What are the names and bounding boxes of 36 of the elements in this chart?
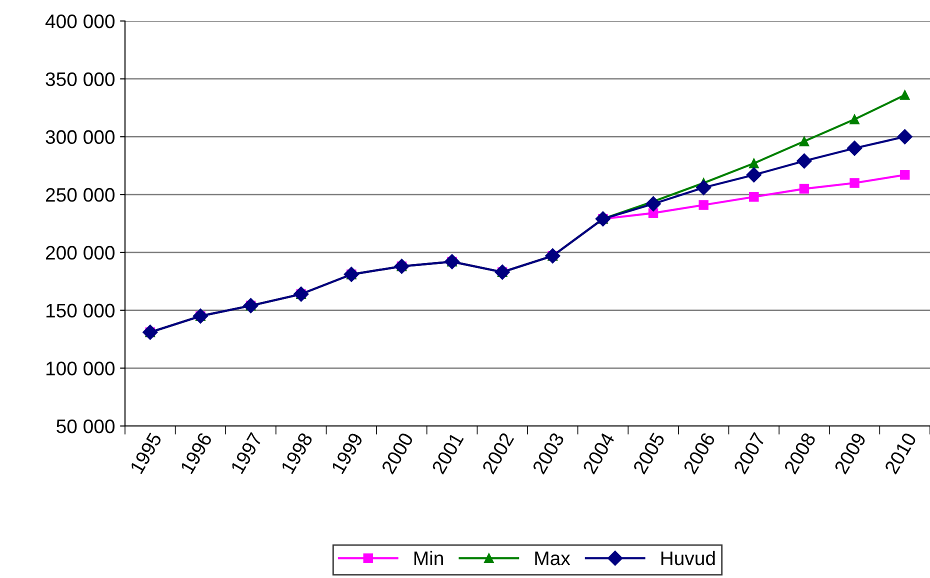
y-tick-label: 200 000 xyxy=(46,246,115,260)
point xyxy=(595,211,611,226)
legend-label: Huvud xyxy=(661,550,715,566)
point xyxy=(192,308,208,324)
y-tick-label: 100 000 xyxy=(46,362,115,376)
point xyxy=(294,286,309,302)
point xyxy=(646,196,661,212)
y-tick-label: 50 000 xyxy=(56,419,115,434)
point xyxy=(749,158,759,168)
y-tick-label: 400 000 xyxy=(45,14,115,28)
y-tick-label: 350 000 xyxy=(46,72,115,86)
legend-label: Min xyxy=(414,550,443,565)
point xyxy=(846,140,862,156)
point xyxy=(394,258,410,274)
point xyxy=(900,90,910,100)
point xyxy=(142,324,158,340)
point xyxy=(897,129,912,144)
point xyxy=(698,200,708,210)
y-tick-label: 300 000 xyxy=(46,130,115,144)
point xyxy=(749,192,759,202)
y-tick-label: 250 000 xyxy=(46,188,115,202)
point xyxy=(900,170,910,180)
point xyxy=(344,266,359,282)
point xyxy=(545,248,560,264)
y-tick-label: 150 000 xyxy=(46,304,115,318)
point xyxy=(746,167,762,182)
point xyxy=(796,153,812,169)
point xyxy=(850,114,860,124)
point xyxy=(799,184,810,194)
point xyxy=(243,298,258,314)
legend-label: Max xyxy=(535,552,570,566)
point xyxy=(444,254,460,270)
point xyxy=(696,180,712,196)
point xyxy=(494,264,510,280)
point xyxy=(850,178,860,188)
point xyxy=(799,136,810,146)
